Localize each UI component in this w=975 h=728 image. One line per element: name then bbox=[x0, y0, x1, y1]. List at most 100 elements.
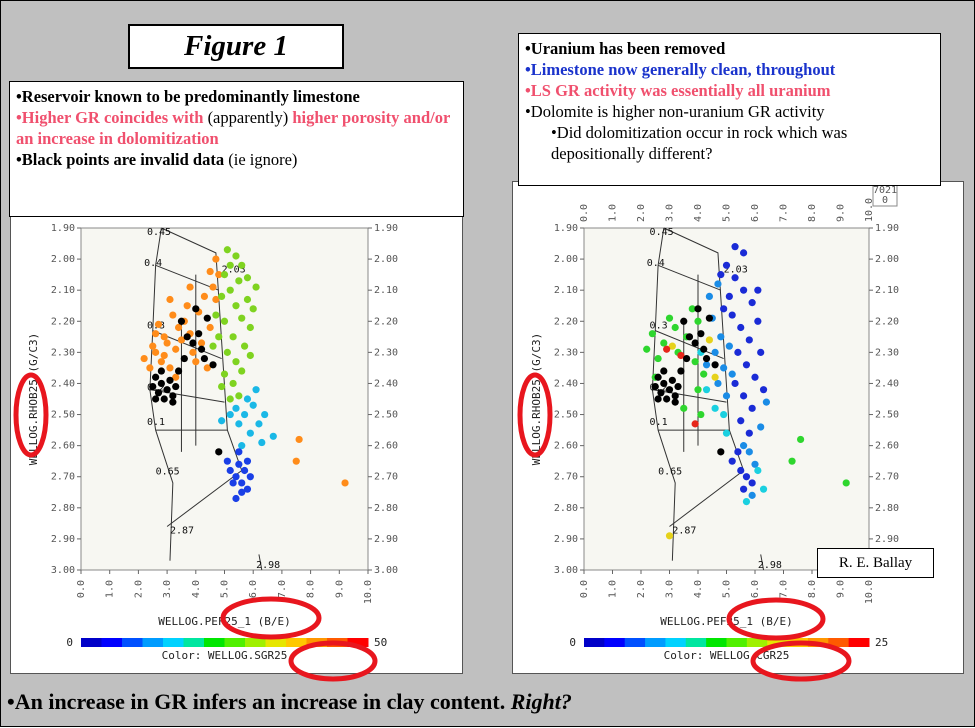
left-plot-card: 1.90 1.90 2.00 2.00 2.10 2.10 2.20 2.20 2.30 2.30… bbox=[10, 214, 463, 674]
colorbar-segment bbox=[101, 638, 123, 647]
y-tick-label: 2.90 bbox=[554, 534, 578, 545]
data-point bbox=[238, 314, 246, 322]
overlay-line bbox=[657, 264, 721, 291]
data-point bbox=[223, 348, 231, 356]
data-point bbox=[742, 498, 751, 506]
y-tick-label-right: 2.50 bbox=[374, 410, 398, 421]
data-point bbox=[651, 382, 659, 391]
data-point bbox=[200, 354, 209, 363]
data-point bbox=[677, 351, 685, 360]
data-point bbox=[152, 373, 160, 381]
x-tick-label: 3.0 bbox=[162, 580, 173, 598]
data-point bbox=[702, 386, 711, 394]
data-point bbox=[731, 379, 739, 388]
colorbar-segment bbox=[81, 638, 102, 647]
overlay-line bbox=[669, 470, 744, 527]
data-point bbox=[152, 348, 160, 356]
overlay-label: 2.87 bbox=[672, 526, 696, 537]
data-point bbox=[680, 404, 688, 412]
data-point bbox=[246, 473, 254, 481]
x-tick-label-top: 2.0 bbox=[636, 204, 647, 222]
data-point bbox=[174, 323, 183, 332]
left-bullet-3a: •Black points are invalid data bbox=[16, 150, 225, 169]
x-tick-label: 1.0 bbox=[105, 580, 116, 598]
data-point bbox=[160, 333, 168, 341]
y-tick-label-right: 2.80 bbox=[875, 503, 899, 514]
overlay-line bbox=[760, 554, 765, 571]
figure-title: Figure 1 bbox=[128, 24, 344, 69]
y-tick-label-right: 2.10 bbox=[374, 285, 398, 296]
overlay-label: 0.65 bbox=[658, 467, 682, 478]
data-point bbox=[229, 479, 237, 487]
data-point bbox=[169, 311, 177, 319]
colorbar-segment bbox=[286, 638, 307, 647]
data-point bbox=[183, 333, 191, 341]
y-tick-label-right: 2.40 bbox=[374, 378, 398, 389]
data-point bbox=[745, 336, 753, 344]
data-point bbox=[671, 323, 679, 332]
data-point bbox=[740, 485, 748, 493]
x-tick-label-top: 8.0 bbox=[807, 204, 818, 222]
colorbar-segment bbox=[706, 638, 727, 647]
x-tick-label: 6.0 bbox=[248, 580, 259, 598]
data-point bbox=[238, 442, 246, 450]
y-tick-label: 2.10 bbox=[51, 285, 75, 296]
overlay-line bbox=[166, 470, 243, 527]
left-bullet-2a: •Higher GR coincides with bbox=[16, 108, 204, 127]
colorbar-min-label: 0 bbox=[66, 636, 73, 649]
data-point bbox=[660, 339, 668, 347]
data-point bbox=[657, 389, 665, 397]
data-point bbox=[717, 271, 725, 279]
y-tick-label-right: 2.30 bbox=[875, 347, 899, 358]
data-point bbox=[711, 404, 719, 412]
data-point bbox=[759, 485, 768, 493]
colorbar-segment bbox=[204, 638, 225, 647]
data-point bbox=[223, 457, 231, 465]
y-tick-label: 2.40 bbox=[554, 378, 578, 389]
data-point bbox=[146, 364, 154, 372]
data-point bbox=[157, 367, 165, 375]
data-point bbox=[643, 345, 651, 353]
data-point bbox=[691, 420, 699, 428]
data-point bbox=[665, 532, 674, 540]
data-point bbox=[711, 361, 719, 369]
data-point bbox=[705, 292, 713, 300]
bottom-statement: •An increase in GR infers an increase in… bbox=[7, 689, 967, 715]
data-point bbox=[717, 333, 725, 341]
y-tick-label: 2.80 bbox=[51, 503, 75, 514]
data-point bbox=[154, 389, 163, 397]
data-point bbox=[252, 386, 260, 394]
colorbar-segment bbox=[645, 638, 666, 647]
colorbar-segment bbox=[828, 638, 850, 647]
data-point bbox=[697, 330, 705, 338]
y-tick-label-right: 2.20 bbox=[875, 316, 899, 327]
data-point bbox=[212, 311, 220, 319]
data-point bbox=[668, 376, 676, 384]
data-point bbox=[212, 295, 220, 304]
x-tick-label: 5.0 bbox=[722, 580, 733, 598]
data-point bbox=[742, 473, 751, 481]
data-point bbox=[671, 392, 679, 400]
data-point bbox=[232, 494, 240, 503]
data-point bbox=[180, 354, 188, 363]
left-bullet-2c: higher porosity and/or an increase in do… bbox=[16, 108, 451, 148]
data-point bbox=[654, 395, 662, 403]
y-tick-label-right: 2.60 bbox=[875, 441, 899, 452]
overlay-line bbox=[258, 554, 263, 571]
colorbar-segment bbox=[224, 638, 246, 647]
colorbar-segment bbox=[327, 638, 348, 647]
data-point bbox=[238, 479, 246, 487]
y-tick-label-right: 2.20 bbox=[374, 316, 398, 327]
overlay-label: 2.98 bbox=[256, 560, 280, 571]
data-point bbox=[295, 435, 303, 444]
data-point bbox=[691, 358, 699, 366]
right-annotation-box: •Uranium has been removed •Limestone now… bbox=[518, 33, 941, 186]
data-point bbox=[189, 339, 197, 347]
y-tick-label: 1.90 bbox=[51, 223, 75, 234]
data-point bbox=[243, 295, 252, 304]
data-point bbox=[740, 249, 748, 257]
data-point bbox=[246, 323, 254, 332]
data-point bbox=[797, 435, 805, 444]
data-point bbox=[720, 305, 728, 313]
data-point bbox=[215, 333, 223, 341]
